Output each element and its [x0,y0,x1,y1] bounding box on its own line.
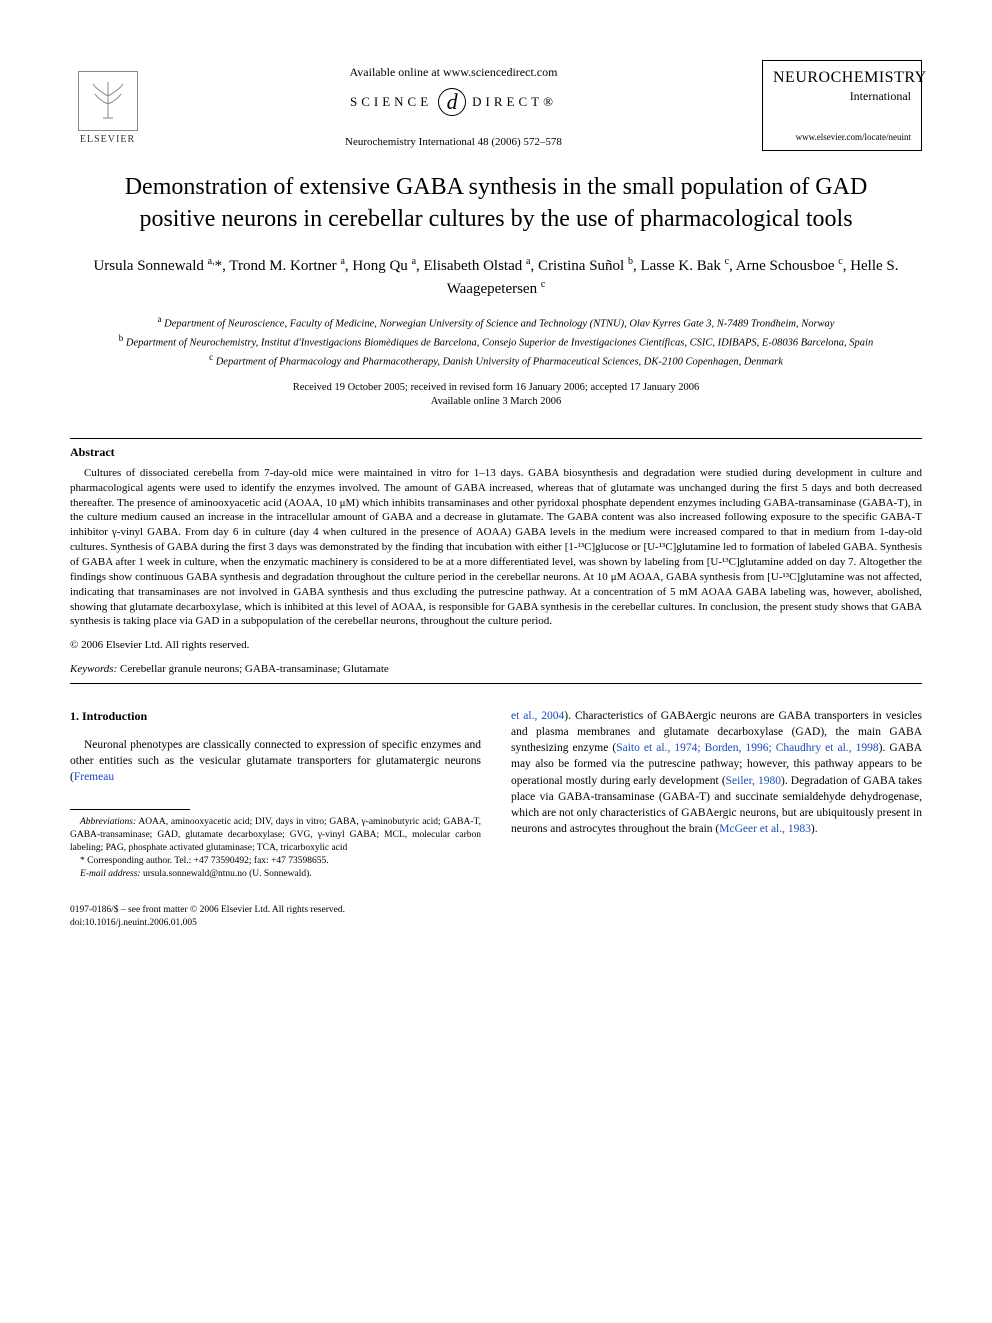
article-title: Demonstration of extensive GABA synthesi… [100,171,892,236]
sd-at-icon: d [438,88,466,116]
keywords-text: Cerebellar granule neurons; GABA-transam… [117,663,389,675]
abstract-copyright: © 2006 Elsevier Ltd. All rights reserved… [70,639,922,651]
footnote-rule [70,809,190,810]
dates-line2: Available online 3 March 2006 [70,395,922,410]
dates-line1: Received 19 October 2005; received in re… [70,381,922,396]
journal-subtitle: International [773,89,911,104]
ref-mcgeer[interactable]: McGeer et al., 1983 [719,823,811,835]
available-online-text: Available online at www.sciencedirect.co… [145,65,762,80]
header-center: Available online at www.sciencedirect.co… [145,60,762,148]
intro-heading: 1. Introduction [70,708,481,725]
rule-above-abstract [70,438,922,439]
elsevier-tree-icon [78,71,138,131]
affiliation-a: a Department of Neuroscience, Faculty of… [70,313,922,332]
affiliation-c: c Department of Pharmacology and Pharmac… [70,351,922,370]
body-columns: 1. Introduction Neuronal phenotypes are … [70,708,922,880]
ref-seiler[interactable]: Seiler, 1980 [726,775,781,787]
journal-box: NEUROCHEMISTRY International www.elsevie… [762,60,922,151]
science-direct-logo: SCIENCE d DIRECT® [145,88,762,116]
elsevier-text: ELSEVIER [80,134,135,145]
page-header: ELSEVIER Available online at www.science… [70,60,922,151]
doi-line: doi:10.1016/j.neuint.2006.01.005 [70,917,922,930]
ref-saito-borden-chaudhry[interactable]: Saito et al., 1974; Borden, 1996; Chaudh… [616,742,878,754]
authors-list: Ursula Sonnewald a,*, Trond M. Kortner a… [70,254,922,301]
journal-url: www.elsevier.com/locate/neuint [773,132,911,142]
elsevier-logo: ELSEVIER [70,60,145,145]
bottom-matter: 0197-0186/$ – see front matter © 2006 El… [70,904,922,930]
ref-fremeau[interactable]: Fremeau [74,771,114,783]
journal-name: NEUROCHEMISTRY [773,69,911,87]
intro-para-1-left: Neuronal phenotypes are classically conn… [70,737,481,785]
sd-left: SCIENCE [350,94,432,110]
footnote-email: E-mail address: ursula.sonnewald@ntnu.no… [70,868,481,881]
issn-line: 0197-0186/$ – see front matter © 2006 El… [70,904,922,917]
journal-reference: Neurochemistry International 48 (2006) 5… [145,136,762,148]
column-left: 1. Introduction Neuronal phenotypes are … [70,708,481,880]
affiliation-b: b Department of Neurochemistry, Institut… [70,332,922,351]
abstract-heading: Abstract [70,445,922,460]
keywords-label: Keywords: [70,663,117,675]
ref-fremeau-etal[interactable]: et al., 2004 [511,710,564,722]
affiliations: a Department of Neuroscience, Faculty of… [70,313,922,371]
column-right: et al., 2004). Characteristics of GABAer… [511,708,922,880]
abstract-body: Cultures of dissociated cerebella from 7… [70,466,922,629]
sd-right: DIRECT® [472,94,557,110]
keywords: Keywords: Cerebellar granule neurons; GA… [70,663,922,675]
footnote-abbreviations: Abbreviations: AOAA, aminooxyacetic acid… [70,816,481,854]
article-dates: Received 19 October 2005; received in re… [70,381,922,410]
rule-below-keywords [70,683,922,684]
intro-para-1-right: et al., 2004). Characteristics of GABAer… [511,708,922,837]
footnote-corresponding: * Corresponding author. Tel.: +47 735904… [70,855,481,868]
footnotes: Abbreviations: AOAA, aminooxyacetic acid… [70,816,481,880]
